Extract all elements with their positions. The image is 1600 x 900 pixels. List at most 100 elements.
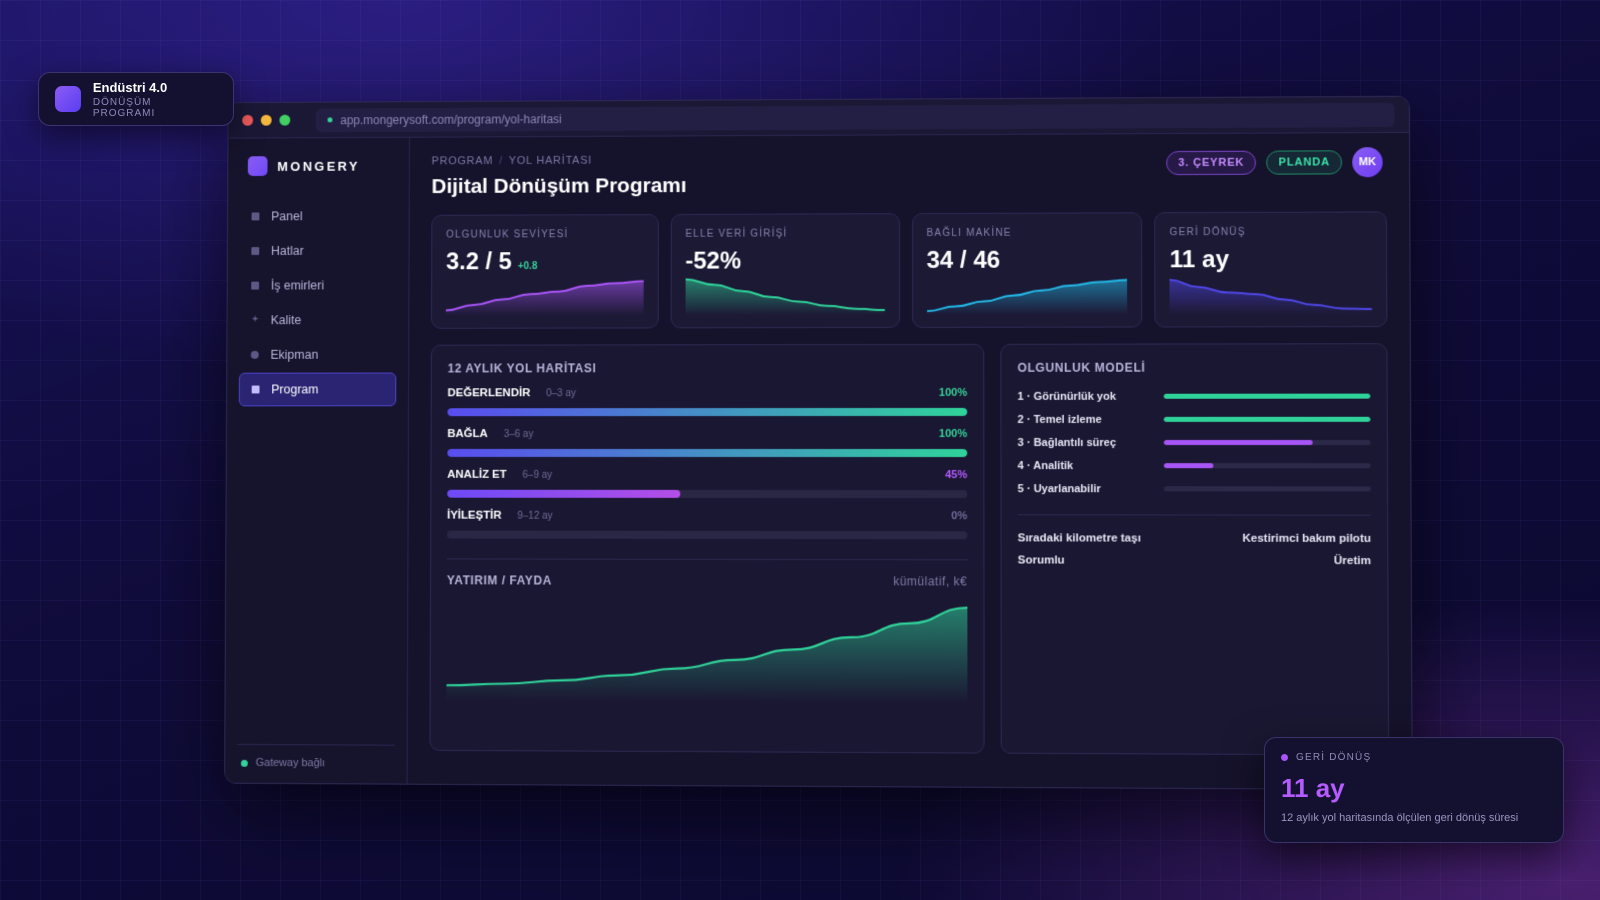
kpi-label: GERİ DÖNÜŞ — [1170, 227, 1372, 239]
roadmap-phases: DEĞERLENDİR 0–3 ay 100% BAĞLA 3–6 ay 100% ANAL… — [447, 387, 967, 539]
breadcrumb-program[interactable]: PROGRAM — [432, 155, 494, 167]
maturity-level-track — [1164, 440, 1371, 445]
maturity-level-label: 5 · Uyarlanabilir — [1018, 483, 1164, 495]
phase-percent: 100% — [939, 428, 967, 440]
phase-range: 6–9 ay — [522, 470, 552, 481]
main-content: PROGRAM / YOL HARİTASI Dijital Dönüşüm Pro… — [408, 133, 1412, 789]
roadmap-phase[interactable]: İYİLEŞTİR 9–12 ay 0% — [447, 510, 967, 540]
kpi-card[interactable]: BAĞLI MAKİNE 34 / 46 — [912, 212, 1143, 328]
kpi-sparkline — [685, 275, 884, 315]
kpi-sparkline — [927, 274, 1128, 315]
phase-percent: 45% — [945, 469, 967, 481]
browser-titlebar: app.mongerysoft.com/program/yol-haritasi — [228, 97, 1409, 139]
phase-range: 0–3 ay — [546, 388, 576, 399]
kpi-value-text: 34 / 46 — [927, 247, 1001, 274]
payback-card-label-row: GERİ DÖNÜŞ — [1281, 752, 1547, 763]
phase-range: 3–6 ay — [504, 429, 534, 440]
sparkline-area — [446, 281, 644, 316]
kpi-row: OLGUNLUK SEVİYESİ 3.2 / 5 +0.8 ELLE VERİ Gİ… — [431, 211, 1387, 328]
maturity-level-row: 4 · Analitik — [1018, 454, 1371, 477]
next-milestone-row: Sıradaki kilometre taşı Kestirimci bakım… — [1018, 527, 1371, 550]
owner-label: Sorumlu — [1018, 554, 1065, 566]
maturity-level-fill — [1164, 463, 1214, 468]
phase-percent: 0% — [951, 510, 967, 522]
quarter-pill[interactable]: 3. ÇEYREK — [1166, 151, 1256, 175]
kpi-value-text: 3.2 / 5 — [446, 248, 512, 275]
sidebar-item-ekipman[interactable]: Ekipman — [239, 338, 396, 372]
phase-progress-fill — [447, 408, 967, 416]
phase-progress-track — [447, 408, 967, 416]
phase-percent: 100% — [939, 387, 967, 399]
sidebar-item-panel[interactable]: Panel — [240, 199, 397, 233]
next-milestone-value: Kestirimci bakım pilotu — [1242, 533, 1371, 545]
sidebar-item-hatlar[interactable]: Hatlar — [240, 234, 397, 268]
square-icon — [251, 247, 259, 255]
roadmap-phase[interactable]: DEĞERLENDİR 0–3 ay 100% — [447, 387, 967, 416]
kpi-value: -52% — [685, 247, 884, 275]
next-milestone-label: Sıradaki kilometre taşı — [1018, 532, 1141, 544]
sidebar-item-label: İş emirleri — [271, 279, 324, 293]
brand-logo-icon — [248, 156, 268, 176]
kpi-value: 3.2 / 5 +0.8 — [446, 248, 644, 276]
phase-range: 9–12 ay — [517, 511, 552, 522]
maturity-panel: OLGUNLUK MODELİ 1 · Görünürlük yok 2 · Te… — [1000, 343, 1389, 755]
kpi-label: ELLE VERİ GİRİŞİ — [685, 228, 884, 240]
maturity-level-row: 3 · Bağlantılı süreç — [1018, 431, 1371, 454]
list-icon — [251, 282, 259, 290]
sparkline-area — [927, 280, 1128, 315]
maturity-level-row: 2 · Temel izleme — [1018, 408, 1371, 431]
kpi-label: OLGUNLUK SEVİYESİ — [446, 229, 644, 241]
kpi-card[interactable]: OLGUNLUK SEVİYESİ 3.2 / 5 +0.8 — [431, 214, 659, 329]
program-badge: Endüstri 4.0 DÖNÜŞÜM PROGRAMI — [38, 72, 234, 126]
maturity-level-fill — [1164, 417, 1371, 422]
circle-icon — [251, 351, 259, 359]
status-badge: PLANDA — [1266, 150, 1342, 174]
payback-card-description: 12 aylık yol haritasında ölçülen geri dö… — [1281, 812, 1547, 824]
address-bar[interactable]: app.mongerysoft.com/program/yol-haritasi — [316, 102, 1395, 131]
maturity-level-label: 4 · Analitik — [1018, 460, 1164, 472]
maximize-window-button[interactable] — [279, 115, 290, 126]
secure-icon — [328, 117, 333, 122]
status-dot-icon — [1281, 754, 1288, 761]
maturity-level-label: 3 · Bağlantılı süreç — [1018, 436, 1164, 448]
investment-chart — [446, 593, 967, 703]
payback-card-value: 11 ay — [1281, 773, 1547, 804]
maturity-level-row: 5 · Uyarlanabilir — [1018, 477, 1371, 500]
sidebar-item-kalite[interactable]: ✦ Kalite — [239, 303, 396, 337]
kpi-delta: +0.8 — [518, 261, 538, 272]
maturity-level-label: 2 · Temel izleme — [1018, 413, 1164, 425]
avatar[interactable]: MK — [1352, 147, 1383, 177]
phase-progress-track — [447, 449, 967, 457]
minimize-window-button[interactable] — [261, 115, 272, 126]
close-window-button[interactable] — [242, 115, 253, 126]
roadmap-phase[interactable]: ANALİZ ET 6–9 ay 45% — [447, 469, 967, 498]
program-badge-title: Endüstri 4.0 — [93, 80, 217, 95]
maturity-title: OLGUNLUK MODELİ — [1017, 360, 1370, 374]
star-icon: ✦ — [251, 316, 259, 324]
roadmap-phase[interactable]: BAĞLA 3–6 ay 100% — [447, 428, 967, 457]
phase-progress-track — [447, 490, 967, 498]
sidebar-item-program[interactable]: Program — [239, 373, 396, 407]
owner-value: Üretim — [1334, 555, 1371, 567]
sidebar-item-label: Kalite — [271, 313, 302, 327]
phase-name: DEĞERLENDİR — [448, 387, 531, 399]
kpi-value-text: 11 ay — [1170, 246, 1229, 273]
maturity-level-track — [1164, 486, 1371, 491]
gateway-status-text: Gateway bağlı — [256, 757, 325, 769]
sidebar-item-i-ş-emirleri[interactable]: İş emirleri — [239, 268, 396, 302]
sidebar-item-label: Panel — [271, 209, 302, 223]
maturity-level-track — [1164, 463, 1371, 468]
phase-progress-fill — [447, 490, 680, 498]
phase-progress-track — [447, 531, 967, 540]
program-logo-icon — [55, 86, 81, 112]
kpi-sparkline — [446, 276, 644, 316]
kpi-card[interactable]: GERİ DÖNÜŞ 11 ay — [1154, 211, 1387, 327]
kpi-value: 11 ay — [1170, 246, 1372, 275]
maturity-level-track — [1164, 417, 1371, 422]
url-text: app.mongerysoft.com/program/yol-haritasi — [340, 112, 562, 127]
roadmap-title: 12 AYLIK YOL HARİTASI — [448, 361, 968, 376]
divider — [447, 558, 967, 560]
program-badge-subtitle: DÖNÜŞÜM PROGRAMI — [93, 97, 217, 119]
maturity-level-row: 1 · Görünürlük yok — [1017, 385, 1370, 408]
kpi-card[interactable]: ELLE VERİ GİRİŞİ -52% — [670, 213, 899, 328]
